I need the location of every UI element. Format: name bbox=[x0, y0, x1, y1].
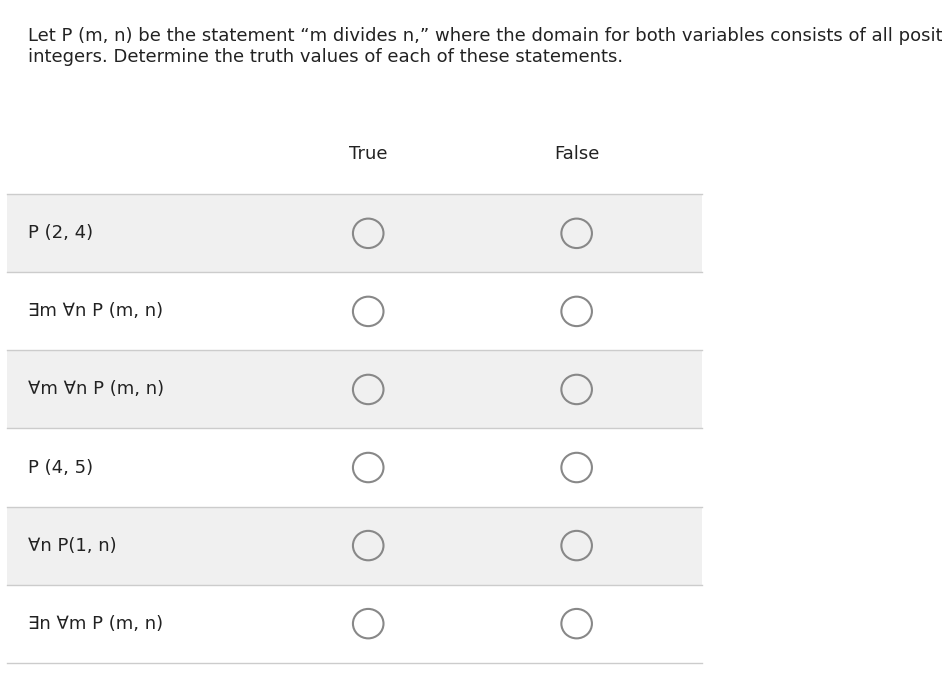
Text: P (2, 4): P (2, 4) bbox=[27, 224, 93, 242]
Text: ∃n ∀m P (m, n): ∃n ∀m P (m, n) bbox=[27, 615, 163, 632]
FancyBboxPatch shape bbox=[7, 585, 702, 663]
FancyBboxPatch shape bbox=[7, 428, 702, 507]
FancyBboxPatch shape bbox=[7, 350, 702, 428]
Text: True: True bbox=[349, 145, 387, 163]
Text: Let P (m, n) be the statement “m divides n,” where the domain for both variables: Let P (m, n) be the statement “m divides… bbox=[27, 27, 942, 66]
Text: ∀m ∀n P (m, n): ∀m ∀n P (m, n) bbox=[27, 380, 164, 398]
FancyBboxPatch shape bbox=[7, 194, 702, 273]
FancyBboxPatch shape bbox=[7, 273, 702, 350]
Text: P (4, 5): P (4, 5) bbox=[27, 458, 93, 477]
Text: ∀n P(1, n): ∀n P(1, n) bbox=[27, 537, 117, 555]
FancyBboxPatch shape bbox=[7, 507, 702, 585]
Text: False: False bbox=[554, 145, 599, 163]
Text: ∃m ∀n P (m, n): ∃m ∀n P (m, n) bbox=[27, 303, 163, 320]
